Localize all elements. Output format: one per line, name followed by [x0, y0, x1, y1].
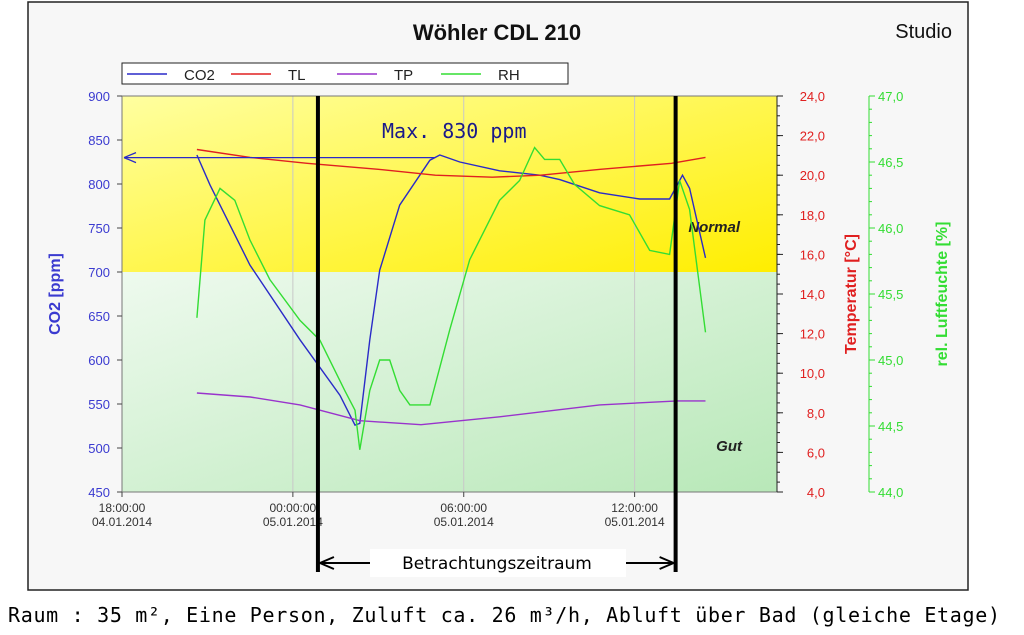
legend-label-rh: RH [498, 67, 520, 84]
co2-tick-label: 700 [88, 265, 110, 280]
x-tick-label-date: 05.01.2014 [605, 515, 665, 529]
zone-label-normal: Normal [688, 219, 741, 236]
max-annotation: Max. 830 ppm [382, 119, 527, 143]
rh-tick-label: 46,0 [878, 221, 903, 236]
x-tick-label-time: 18:00:00 [99, 501, 146, 515]
temp-tick-label: 4,0 [807, 485, 825, 500]
temp-tick-label: 24,0 [800, 89, 825, 104]
rh-tick-label: 47,0 [878, 89, 903, 104]
co2-tick-label: 450 [88, 485, 110, 500]
co2-tick-label: 600 [88, 353, 110, 368]
co2-tick-label: 650 [88, 309, 110, 324]
caption: Raum : 35 m², Eine Person, Zuluft ca. 26… [8, 603, 1000, 627]
temp-tick-label: 20,0 [800, 168, 825, 183]
legend-label-co2: CO2 [184, 67, 215, 84]
rh-tick-label: 45,5 [878, 287, 903, 302]
temp-tick-label: 18,0 [800, 208, 825, 223]
temp-tick-label: 16,0 [800, 247, 825, 262]
co2-tick-label: 750 [88, 221, 110, 236]
temp-axis-label: Temperatur [°C] [843, 234, 860, 354]
legend-label-tl: TL [288, 67, 306, 84]
zone-label-gut: Gut [716, 438, 743, 455]
x-tick-label-time: 00:00:00 [270, 501, 317, 515]
temp-tick-label: 6,0 [807, 445, 825, 460]
rh-axis-label: rel. Luftfeuchte [%] [934, 222, 951, 367]
co2-tick-label: 850 [88, 133, 110, 148]
rh-tick-label: 44,0 [878, 485, 903, 500]
zone-gut [122, 272, 777, 492]
x-tick-label-date: 05.01.2014 [434, 515, 494, 529]
x-tick-label-time: 06:00:00 [440, 501, 487, 515]
co2-tick-label: 800 [88, 177, 110, 192]
temp-tick-label: 12,0 [800, 327, 825, 342]
co2-tick-label: 550 [88, 397, 110, 412]
chart-title: Wöhler CDL 210 [413, 20, 581, 45]
x-tick-label-date: 05.01.2014 [263, 515, 323, 529]
x-tick-label-time: 12:00:00 [611, 501, 658, 515]
x-tick-label-date: 04.01.2014 [92, 515, 152, 529]
period-label: Betrachtungszeitraum [402, 554, 592, 574]
temp-tick-label: 8,0 [807, 406, 825, 421]
temp-tick-label: 14,0 [800, 287, 825, 302]
period-label-bg [370, 549, 626, 577]
legend-label-tp: TP [394, 67, 413, 84]
legend: CO2 TL TP RH [121, 62, 569, 85]
series-rh [196, 146, 707, 450]
series-tp [196, 392, 706, 426]
temp-tick-label: 22,0 [800, 129, 825, 144]
co2-tick-label: 500 [88, 441, 110, 456]
period-arrow-heads-icon [319, 556, 675, 570]
max-arrow-head-icon [123, 152, 137, 164]
co2-axis-label: CO2 [ppm] [47, 253, 64, 335]
rh-tick-label: 46,5 [878, 155, 903, 170]
chart-subtitle: Studio [895, 21, 952, 43]
co2-tick-label: 900 [88, 89, 110, 104]
temp-tick-label: 10,0 [800, 366, 825, 381]
rh-tick-label: 44,5 [878, 419, 903, 434]
rh-tick-label: 45,0 [878, 353, 903, 368]
series-tl [196, 148, 706, 178]
zone-normal [122, 96, 777, 272]
